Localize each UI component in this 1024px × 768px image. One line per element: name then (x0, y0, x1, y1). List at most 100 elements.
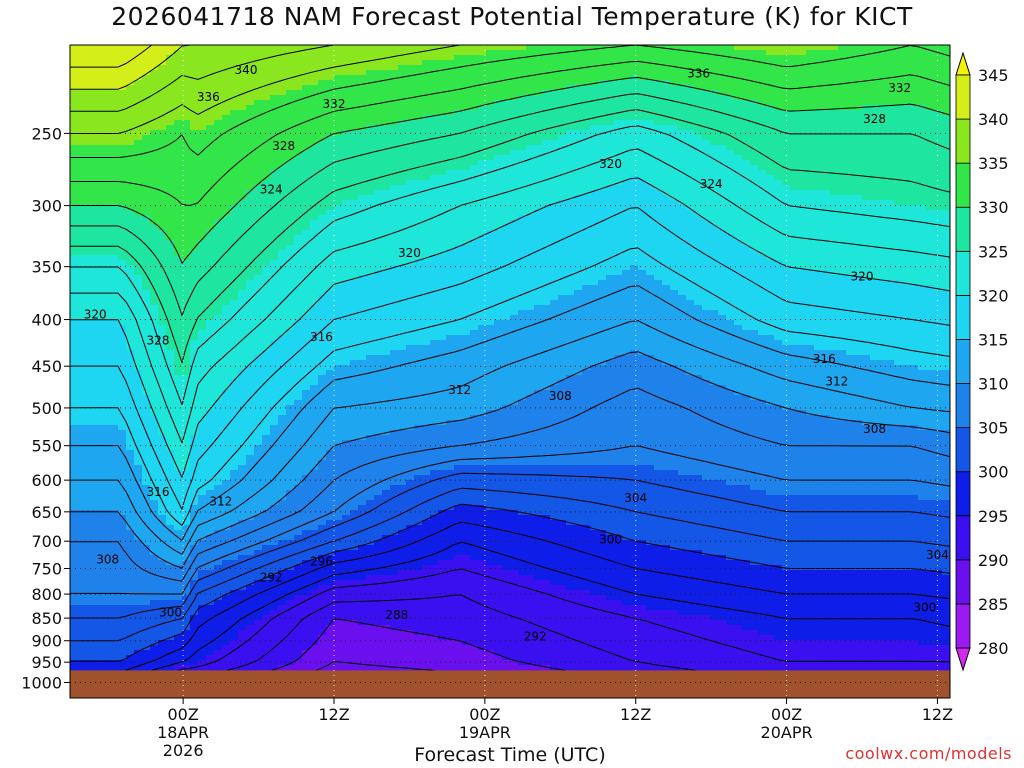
contour-306 (70, 445, 950, 595)
contour-label: 328 (863, 112, 886, 126)
contour-334 (70, 45, 950, 158)
contour-label: 332 (888, 81, 911, 95)
y-tick-label: 700 (31, 532, 62, 551)
contour-326 (70, 109, 950, 363)
colorbar-swatch (955, 427, 971, 473)
y-tick-label: 500 (31, 399, 62, 418)
plot-frame (69, 44, 951, 699)
contour-label: 304 (926, 548, 949, 562)
y-tick-label: 600 (31, 471, 62, 490)
y-tick-label: 550 (31, 437, 62, 456)
chart-title: 2026041718 NAM Forecast Potential Temper… (111, 2, 913, 31)
y-tick-label: 900 (31, 632, 62, 651)
x-tick-label: 00Z (167, 705, 198, 724)
contour-308 (70, 387, 950, 582)
pressure-axis: 250 300 350 400 450 500 550 600 650 700 750 800 850 9… (21, 124, 70, 692)
contour-338 (70, 45, 335, 112)
contour-label: 320 (599, 157, 622, 171)
x-tick-label: 12Z (922, 705, 953, 724)
colorbar-label: 305 (978, 419, 1009, 438)
contour-314 (70, 285, 950, 541)
colorbar-label: 300 (978, 463, 1009, 482)
colorbar-label: 320 (978, 286, 1009, 305)
x-tick-label: 12Z (620, 705, 651, 724)
colorbar-label: 340 (978, 110, 1009, 129)
contour-300 (70, 503, 950, 662)
y-tick-label: 750 (31, 560, 62, 579)
contour-label: 300 (599, 532, 622, 546)
credit-text: coolwx.com/models (845, 744, 1012, 763)
colorbar-label: 290 (978, 551, 1009, 570)
contour-label: 316 (147, 485, 170, 499)
contour-label: 308 (863, 422, 886, 436)
colorbar-swatch (955, 339, 971, 384)
colorbar-label: 285 (978, 595, 1009, 614)
colorbar-swatch (955, 118, 971, 164)
colorbar-label: 310 (978, 375, 1009, 394)
contour-labels: 340 336 336 332 332 328 328 324 324 320 320 320 320 3… (84, 63, 949, 643)
contour-312 (70, 320, 950, 555)
contour-340 (70, 45, 191, 90)
contour-label: 324 (700, 177, 723, 191)
contour-label: 288 (385, 608, 408, 622)
contour-302 (70, 487, 950, 642)
contour-label: 300 (159, 605, 182, 619)
contour-label: 312 (825, 375, 848, 389)
x-tick-label: 00Z (771, 705, 802, 724)
colorbar-swatch (955, 559, 971, 605)
contour-336 (70, 45, 461, 134)
colorbar-swatch (955, 603, 971, 649)
contour-label: 300 (913, 601, 936, 615)
contour-label: 312 (209, 494, 232, 508)
colorbar-swatch (955, 74, 971, 120)
contour-label: 320 (851, 270, 874, 284)
contour-label: 312 (448, 383, 471, 397)
grid-lines (70, 45, 950, 698)
colorbar-swatch (955, 206, 971, 252)
y-tick-label: 950 (31, 653, 62, 672)
y-tick-label: 850 (31, 609, 62, 628)
colorbar-label: 345 (978, 66, 1009, 85)
contour-296 (144, 541, 950, 698)
colorbar-swatch (955, 250, 971, 296)
y-tick-label: 400 (31, 311, 62, 330)
colorbar-label: 335 (978, 154, 1009, 173)
y-tick-label: 1000 (21, 673, 62, 692)
contour-label: 336 (687, 67, 710, 81)
contour-320 (70, 177, 950, 478)
y-tick-label: 450 (31, 357, 62, 376)
contour-342 (70, 45, 153, 68)
colorbar-label: 325 (978, 242, 1009, 261)
contour-328 (70, 93, 950, 316)
contour-label: 316 (813, 352, 836, 366)
colorbar-swatch (955, 471, 971, 517)
colorbar-max-arrow (955, 51, 971, 76)
contour-label: 304 (624, 491, 647, 505)
y-tick-label: 650 (31, 503, 62, 522)
contour-label: 328 (272, 139, 295, 153)
contour-330 (70, 77, 950, 264)
contour-label: 328 (147, 334, 170, 348)
x-axis-label: Forecast Time (UTC) (414, 744, 606, 766)
contour-318 (70, 207, 950, 510)
x-tick-label: 12Z (318, 705, 349, 724)
contour-label: 332 (323, 97, 346, 111)
colorbar-label: 330 (978, 198, 1009, 217)
colorbar-swatch (955, 383, 971, 429)
contour-label: 340 (235, 63, 258, 77)
colorbar-label: 280 (978, 639, 1009, 658)
x-tick-label: 18APR (157, 723, 209, 742)
x-tick-label: 20APR (761, 723, 813, 742)
contour-294 (170, 568, 950, 698)
colorbar-min-arrow (955, 647, 971, 672)
colorbar-label: 295 (978, 507, 1009, 526)
contour-label: 296 (310, 555, 333, 569)
contour-label: 292 (260, 570, 283, 584)
contour-label: 316 (310, 330, 333, 344)
contour-label: 320 (398, 246, 421, 260)
x-tick-label: 19APR (459, 723, 511, 742)
colorbar-swatch (955, 162, 971, 208)
contour-label: 324 (260, 182, 283, 196)
